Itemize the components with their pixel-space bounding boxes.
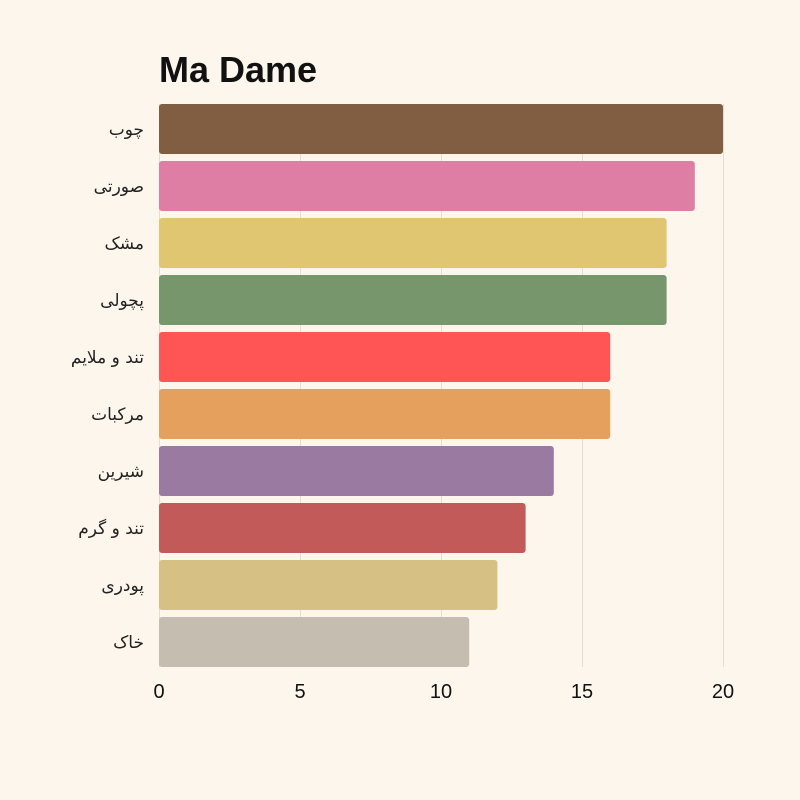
category-label-9: خاک <box>113 633 144 653</box>
bar-7 <box>159 503 526 553</box>
category-label-8: پودری <box>101 576 144 596</box>
bar-6 <box>159 446 554 496</box>
bar-4 <box>159 332 611 382</box>
bar-5 <box>159 389 611 439</box>
category-label-0: چوب <box>109 120 144 140</box>
bar-2 <box>159 218 667 268</box>
bar-0 <box>159 104 723 154</box>
category-label-2: مشک <box>105 234 145 254</box>
category-label-4: تند و ملایم <box>71 348 144 368</box>
x-axis-ticks: 0 5 10 15 20 <box>153 681 734 703</box>
x-tick-label-1: 5 <box>294 681 305 703</box>
x-tick-label-3: 15 <box>571 681 593 703</box>
bar-9 <box>159 617 470 667</box>
x-tick-label-4: 20 <box>712 681 734 703</box>
bars <box>159 104 723 667</box>
category-label-6: شیرین <box>98 462 144 482</box>
category-label-5: مرکبات <box>91 405 144 425</box>
x-tick-label-0: 0 <box>153 681 164 703</box>
category-labels: چوب صورتی مشک پچولی تند و ملایم مرکبات شیرین تن… <box>71 120 144 653</box>
bar-3 <box>159 275 667 325</box>
category-label-3: پچولی <box>100 291 144 311</box>
x-tick-label-2: 10 <box>430 681 452 703</box>
chart-title: Ma Dame <box>159 49 317 90</box>
category-label-7: تند و گرم <box>78 518 144 539</box>
bar-1 <box>159 161 695 211</box>
category-label-1: صورتی <box>94 177 144 197</box>
bar-8 <box>159 560 498 610</box>
